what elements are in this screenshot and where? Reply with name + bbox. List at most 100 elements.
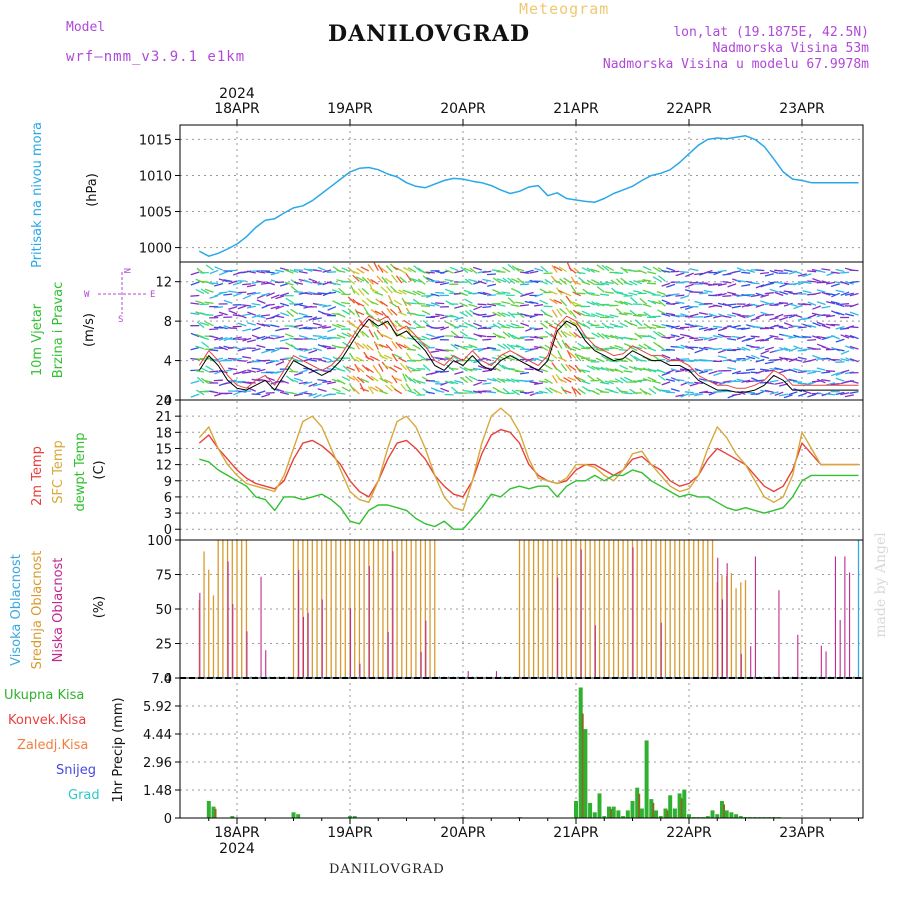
wind-arrow [609, 380, 619, 383]
wind-arrow [783, 357, 793, 361]
convective-precip-bar [214, 808, 217, 818]
wind-arrow [619, 377, 629, 384]
wind-arrow [497, 377, 506, 384]
wind-arrow [717, 292, 727, 297]
wind-arrow [591, 332, 600, 338]
wind-arrow [845, 357, 855, 362]
clouds-ytick-label: 0 [164, 672, 172, 687]
wind-arrow [200, 288, 210, 295]
wind-arrow [293, 324, 304, 328]
wind-arrow [802, 273, 812, 278]
wind-arrow [393, 365, 403, 371]
wind-arrow [397, 311, 407, 317]
wind-arrow [665, 324, 676, 328]
wind-arrow [468, 336, 478, 341]
precip-frame [179, 677, 864, 819]
wind-arrow [232, 357, 242, 362]
wind-arrow [586, 365, 596, 371]
wind-arrow [642, 278, 652, 282]
wind-arrow [802, 290, 812, 294]
wind-arrow [840, 392, 850, 396]
wind-arrow [736, 335, 746, 340]
wind-arrow [736, 378, 746, 382]
wind-arrow [261, 292, 271, 297]
wind-arrow [651, 300, 661, 305]
wind-arrow [639, 297, 648, 305]
wind-arrow [482, 278, 492, 282]
wind-arrow [242, 371, 252, 374]
wind-arrow [459, 311, 469, 317]
temp-ytick-label: 24 [155, 394, 172, 409]
wind-arrow [237, 390, 247, 393]
wind-arrow [745, 380, 755, 383]
wind-arrow [562, 319, 568, 329]
temp-frame [179, 399, 864, 541]
top-day-label: 20APR [440, 101, 486, 117]
bottom-day-label: 22APR [666, 825, 712, 841]
wind-arrow [242, 381, 252, 385]
wind-arrow [849, 334, 859, 340]
wind-arrow [765, 335, 775, 341]
wind-arrow [372, 364, 379, 374]
wind-arrow [519, 371, 529, 375]
wind-arrow [505, 392, 515, 395]
wind-arrow [816, 301, 826, 306]
wind-arrow [618, 390, 628, 393]
wind-arrow [764, 389, 774, 394]
cloud-label-high: Visoka Oblacnost [9, 554, 24, 666]
wind-arrow [356, 342, 365, 349]
wind-arrow [845, 345, 855, 350]
wind-arrow [534, 293, 544, 298]
wind-arrow [760, 350, 770, 355]
wind-arrow [571, 386, 577, 395]
wind-arrow [750, 335, 760, 338]
wind-arrow [279, 391, 289, 396]
wind-arrow [416, 302, 426, 305]
wind-arrow [352, 274, 360, 282]
wind-arrow [524, 291, 534, 296]
wind-arrow [755, 269, 765, 272]
wind-arrow [346, 320, 356, 327]
wind-arrow [326, 291, 336, 295]
wind-arrow [360, 266, 370, 272]
wind-arrow [359, 383, 365, 392]
wind-arrow [375, 298, 384, 305]
wind-arrow [242, 356, 252, 359]
wind-arrow [750, 317, 760, 321]
wind-arrow [653, 330, 662, 338]
wind-arrow [610, 279, 619, 286]
wind-arrow [444, 278, 454, 282]
wind-arrow [407, 267, 417, 273]
wind-arrow [352, 375, 360, 383]
wind-arrow [237, 314, 247, 319]
wind-arrow [308, 392, 318, 397]
wind-arrow [279, 292, 290, 297]
wind-arrow [312, 357, 322, 360]
wind-arrow [778, 302, 788, 304]
wind-arrow [792, 381, 803, 383]
wind-arrow [237, 359, 247, 362]
wind-arrow [190, 281, 200, 286]
wind-arrow [477, 390, 487, 393]
wind-arrow [825, 292, 836, 296]
wind-arrow [609, 304, 619, 307]
wind-arrow [227, 357, 238, 360]
wind-arrow [840, 369, 850, 374]
wind-arrow [242, 294, 252, 300]
wind-arrow [228, 309, 238, 315]
wind-arrow [529, 381, 539, 384]
wind-arrow [774, 281, 784, 285]
wind-arrow [460, 266, 469, 274]
wind-arrow [661, 313, 671, 317]
temp-ytick-label: 18 [155, 426, 172, 441]
wind-arrow [624, 356, 633, 363]
wind-arrow [298, 390, 308, 395]
wind-arrow [807, 314, 817, 319]
wind-arrow [553, 389, 563, 395]
wind-arrow [422, 341, 431, 349]
wind-arrow [764, 292, 774, 295]
wind-arrow [844, 281, 854, 285]
wind-arrow [647, 299, 657, 305]
wind-arrow [577, 376, 586, 382]
wind-arrow [477, 313, 487, 317]
